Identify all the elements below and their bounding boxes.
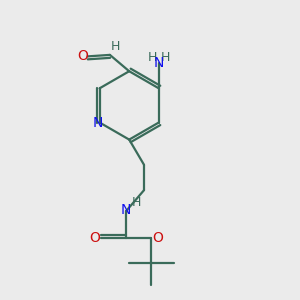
Text: O: O bbox=[77, 50, 88, 63]
Text: N: N bbox=[120, 203, 131, 217]
Text: N: N bbox=[93, 116, 103, 130]
Text: H: H bbox=[160, 51, 170, 64]
Text: H: H bbox=[148, 51, 157, 64]
Text: N: N bbox=[154, 56, 164, 70]
Text: O: O bbox=[90, 231, 101, 245]
Text: O: O bbox=[152, 231, 163, 245]
Text: H: H bbox=[110, 40, 120, 53]
Text: H: H bbox=[132, 196, 141, 209]
